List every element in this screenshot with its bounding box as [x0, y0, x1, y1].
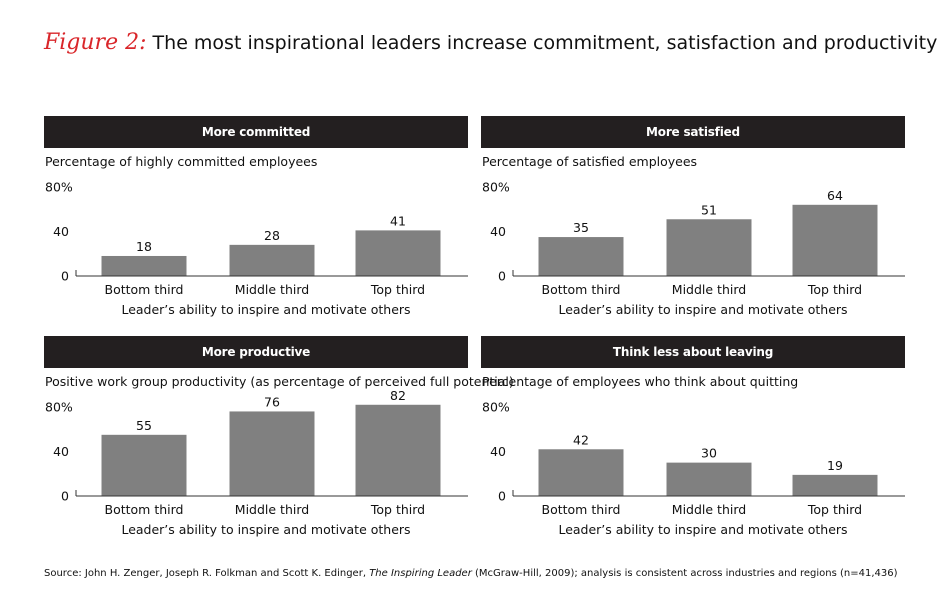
x-axis-title: Leader’s ability to inspire and motivate… [558, 522, 847, 537]
bar-value-label: 35 [573, 220, 589, 235]
y-tick-label: 40 [53, 444, 69, 459]
x-tick-label: Middle third [672, 502, 746, 517]
x-tick-label: Bottom third [542, 502, 621, 517]
bar-chart-productive: 0 40 80% 55 Bottom third 76 Middle third 82 Top … [45, 388, 468, 537]
x-tick-label: Top third [807, 282, 862, 297]
x-tick-label: Bottom third [105, 282, 184, 297]
figure-label: Figure 2: [44, 30, 147, 55]
bar-top-third [355, 230, 441, 276]
bar-top-third [792, 474, 878, 496]
chart-panel-satisfied: More satisfied Percentage of satisfied e… [481, 116, 905, 331]
bar-value-label: 51 [701, 202, 717, 217]
bar-middle-third [229, 244, 315, 276]
y-tick-label: 80% [45, 400, 73, 415]
bar-bottom-third [538, 449, 624, 496]
panel-header: Think less about leaving [481, 336, 905, 368]
y-tick-label: 0 [61, 489, 69, 504]
source-suffix: (McGraw-Hill, 2009); analysis is consist… [471, 568, 898, 579]
panel-subtitle: Positive work group productivity (as per… [45, 374, 514, 389]
bar-middle-third [229, 411, 315, 496]
bar-top-third [355, 404, 441, 496]
bar-value-label: 30 [701, 446, 717, 461]
x-tick-label: Middle third [235, 282, 309, 297]
y-tick-label: 40 [490, 444, 506, 459]
x-tick-label: Middle third [235, 502, 309, 517]
source-note: Source: John H. Zenger, Joseph R. Folkma… [44, 568, 898, 579]
bar-value-label: 76 [264, 394, 280, 409]
bar-bottom-third [538, 237, 624, 276]
panel-subtitle: Percentage of employees who think about … [482, 374, 799, 389]
source-prefix: Source: John H. Zenger, Joseph R. Folkma… [44, 568, 370, 579]
bar-value-label: 55 [136, 418, 152, 433]
bar-bottom-third [101, 255, 187, 276]
y-tick-label: 0 [498, 269, 506, 284]
bar-top-third [792, 204, 878, 276]
panel-header: More productive [44, 336, 468, 368]
bar-value-label: 18 [136, 239, 152, 254]
y-tick-label: 0 [61, 269, 69, 284]
figure-title-text: The most inspirational leaders increase … [152, 32, 938, 54]
bar-value-label: 42 [573, 432, 589, 447]
bar-bottom-third [101, 434, 187, 496]
chart-panel-productive: More productive Positive work group prod… [44, 336, 514, 551]
y-tick-label: 80% [482, 180, 510, 195]
x-tick-label: Middle third [672, 282, 746, 297]
y-tick-label: 80% [45, 180, 73, 195]
panel-subtitle: Percentage of satisfied employees [482, 154, 698, 169]
bar-value-label: 28 [264, 228, 280, 243]
x-tick-label: Bottom third [542, 282, 621, 297]
x-tick-label: Top third [370, 282, 425, 297]
bar-chart-committed: 0 40 80% 18 Bottom third 28 Middle third 41 Top … [45, 180, 468, 317]
panel-subtitle: Percentage of highly committed employees [45, 154, 318, 169]
bar-middle-third [666, 462, 752, 496]
chart-panel-leaving: Think less about leaving Percentage of e… [481, 336, 905, 551]
bar-middle-third [666, 219, 752, 276]
y-tick-label: 40 [490, 224, 506, 239]
bar-value-label: 19 [827, 458, 843, 473]
x-tick-label: Top third [807, 502, 862, 517]
y-tick-label: 0 [498, 489, 506, 504]
x-tick-label: Top third [370, 502, 425, 517]
bar-value-label: 82 [390, 388, 406, 403]
x-tick-label: Bottom third [105, 502, 184, 517]
x-axis-title: Leader’s ability to inspire and motivate… [558, 302, 847, 317]
figure-title: Figure 2: The most inspirational leaders… [44, 30, 937, 55]
panel-header: More satisfied [481, 116, 905, 148]
bar-chart-satisfied: 0 40 80% 35 Bottom third 51 Middle third 64 Top … [482, 180, 905, 317]
y-tick-label: 80% [482, 400, 510, 415]
x-axis-title: Leader’s ability to inspire and motivate… [121, 522, 410, 537]
y-tick-label: 40 [53, 224, 69, 239]
x-axis-title: Leader’s ability to inspire and motivate… [121, 302, 410, 317]
bar-value-label: 41 [390, 213, 406, 228]
bar-value-label: 64 [827, 188, 843, 203]
chart-panel-committed: More committed Percentage of highly comm… [44, 116, 468, 331]
source-book-title: The Inspiring Leader [369, 568, 472, 579]
panel-header: More committed [44, 116, 468, 148]
bar-chart-leaving: 0 40 80% 42 Bottom third 30 Middle third 19 Top … [482, 400, 905, 537]
